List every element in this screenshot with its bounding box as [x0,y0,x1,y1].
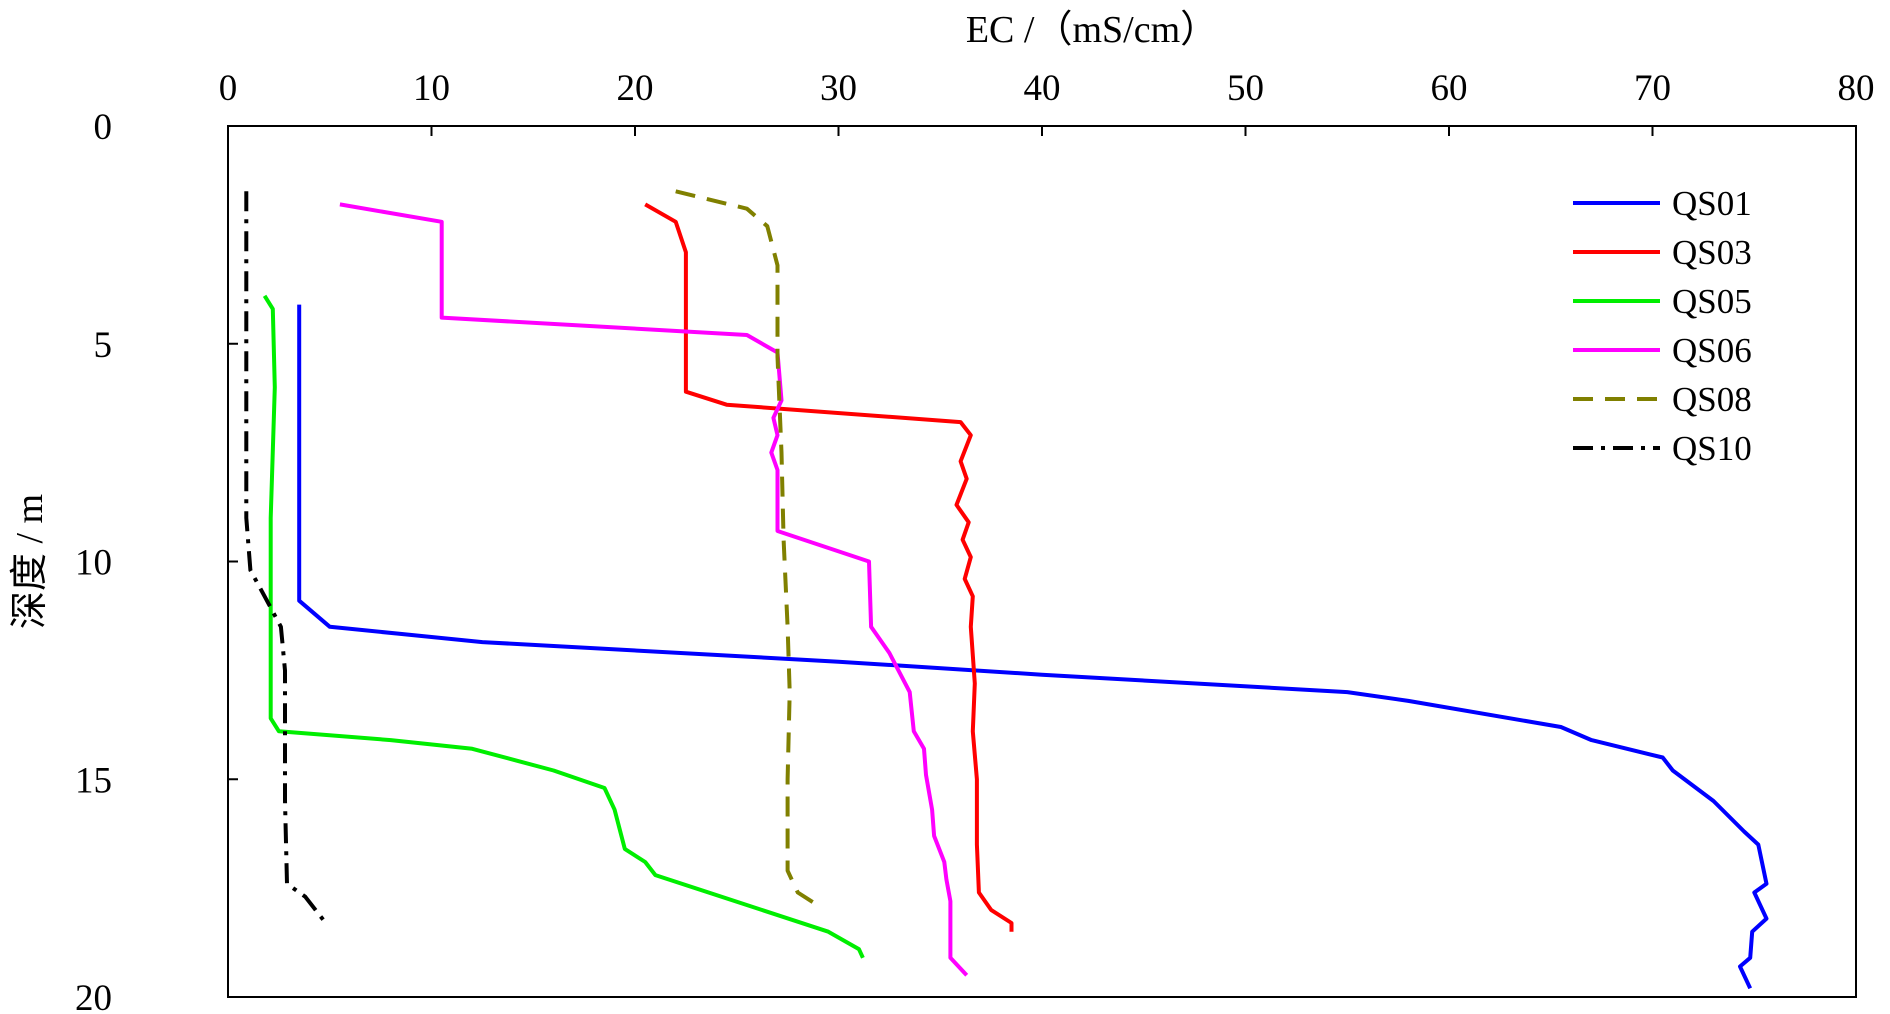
x-axis-ticks: 0 10 20 30 40 50 60 70 80 [219,68,1875,136]
y-tick-label: 10 [75,543,112,584]
y-axis-ticks: 0 5 10 15 20 [75,107,238,1014]
y-tick-label: 15 [75,760,112,801]
x-axis-title: EC /（mS/cm） [966,9,1218,51]
series-line-qs01 [297,304,1769,990]
x-tick-label: 40 [1024,68,1061,109]
x-tick-label: 60 [1431,68,1468,109]
legend-label-qs10: QS10 [1672,429,1752,468]
plot-area-frame [227,125,1857,998]
legend-label-qs01: QS01 [1672,184,1752,223]
x-tick-label: 70 [1634,68,1671,109]
legend: QS01 QS03 QS05 QS06 QS08 QS10 [1573,184,1752,468]
y-tick-label: 0 [94,107,113,148]
legend-label-qs03: QS03 [1672,233,1752,272]
series-line-qs08 [675,189,820,908]
x-tick-label: 0 [219,68,238,109]
legend-label-qs06: QS06 [1672,331,1752,370]
x-tick-label: 20 [617,68,654,109]
x-tick-label: 50 [1227,68,1264,109]
series-line-qs05 [262,294,865,959]
series-line-qs06 [339,202,969,977]
series-line-qs10 [244,191,328,925]
y-tick-label: 20 [75,978,112,1014]
series-layer [244,189,1769,990]
x-tick-label: 80 [1838,68,1875,109]
legend-label-qs05: QS05 [1672,282,1752,321]
y-tick-label: 5 [94,325,113,366]
y-axis-title: 深度 / m [9,494,51,629]
x-tick-label: 30 [820,68,857,109]
series-line-qs03 [644,202,1014,932]
x-tick-label: 10 [413,68,450,109]
legend-label-qs08: QS08 [1672,380,1752,419]
